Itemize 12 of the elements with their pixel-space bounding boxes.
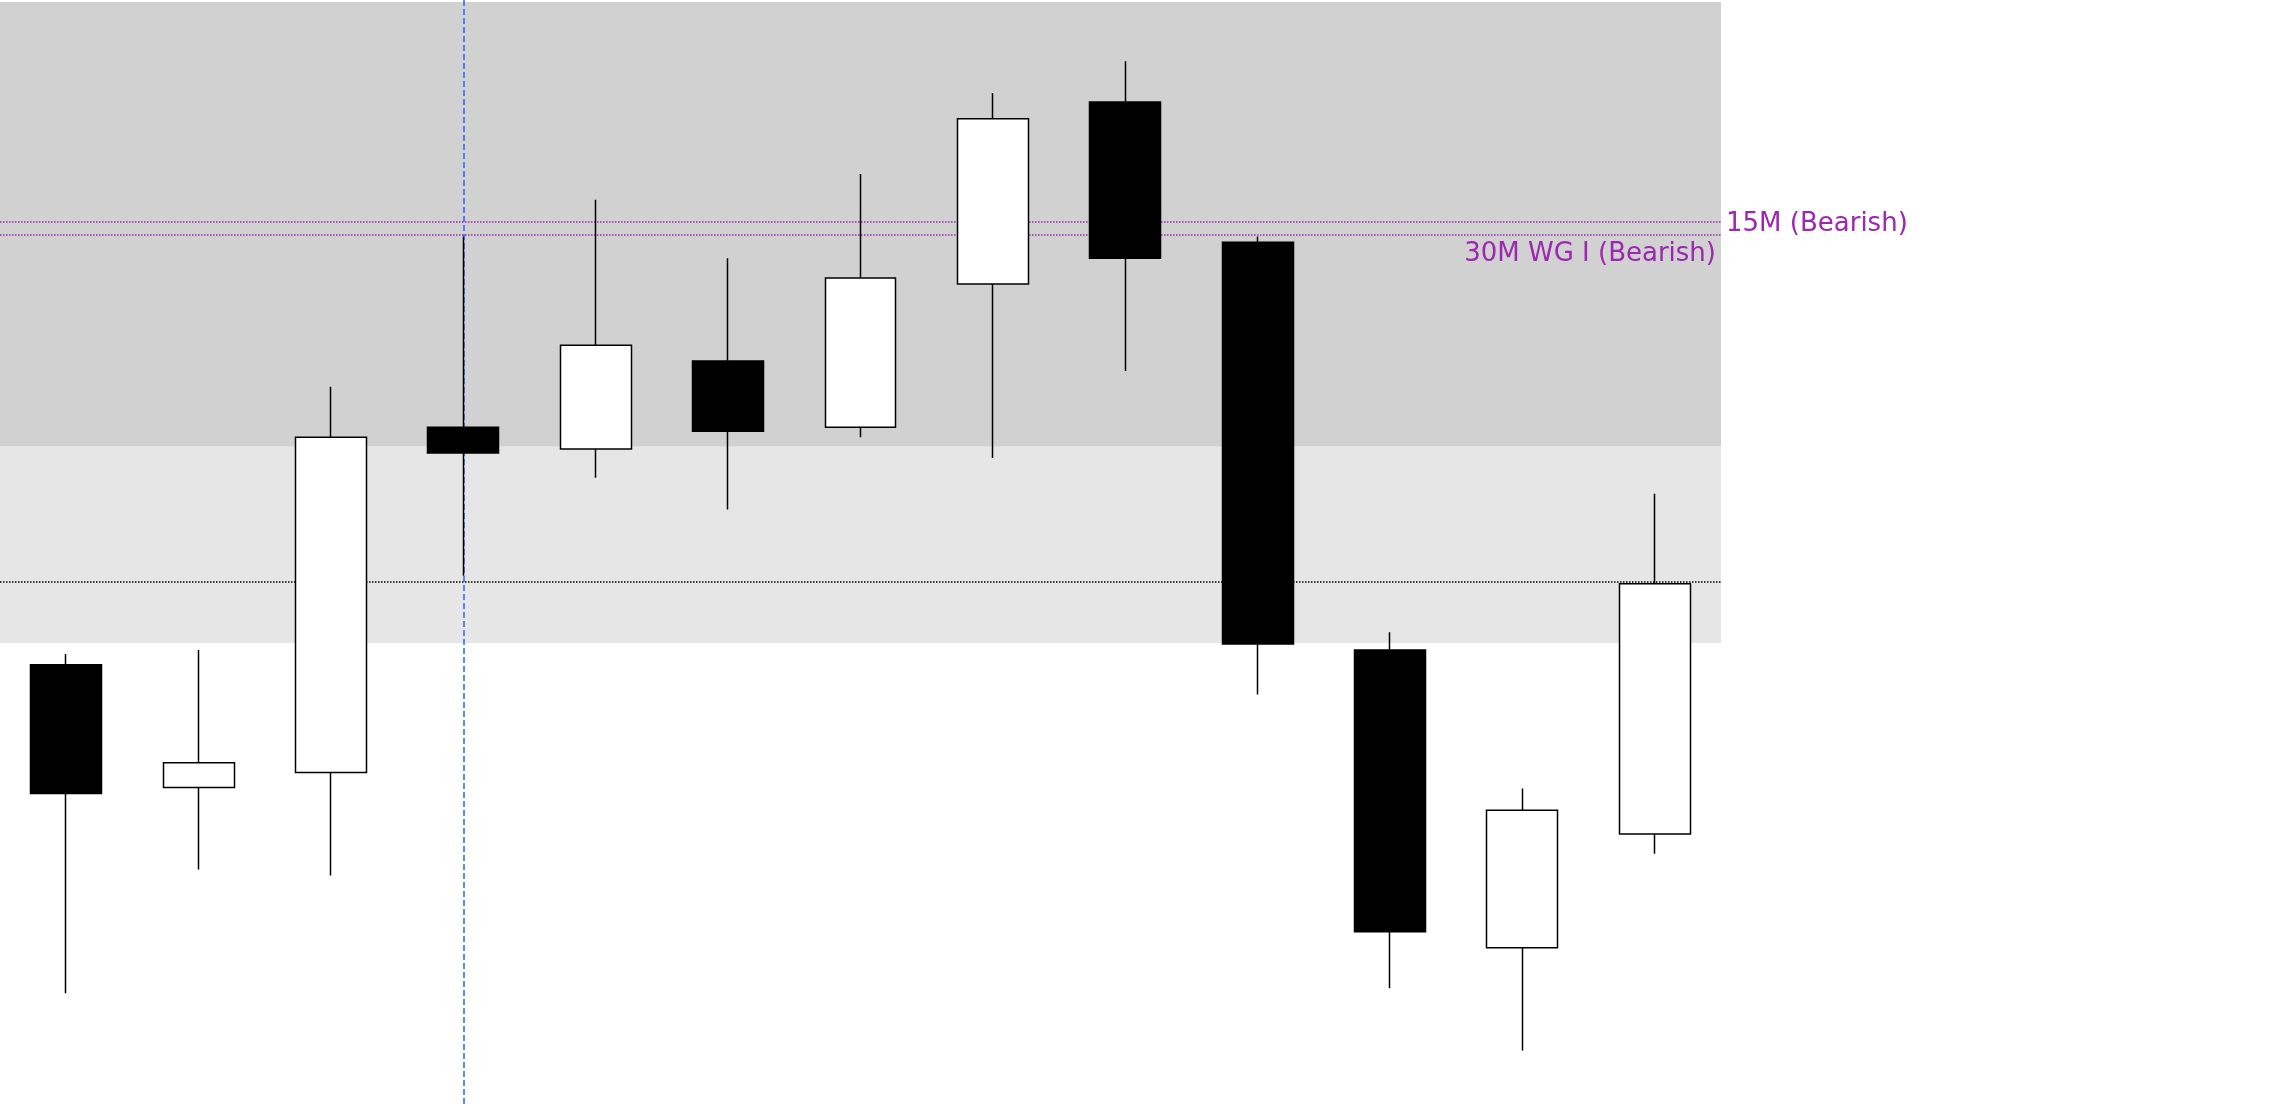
candlestick <box>824 173 897 438</box>
candlestick <box>956 92 1030 459</box>
candlestick <box>29 653 103 994</box>
ref-line-label: 15M (Bearish) <box>1726 206 1908 237</box>
candlestick <box>1485 787 1559 1052</box>
candlestick <box>1353 631 1427 990</box>
candlestick <box>559 199 633 479</box>
ref-line-label: 30M WG I (Bearish) <box>1464 237 1716 268</box>
candlestick <box>1088 60 1162 372</box>
candlestick <box>162 649 236 871</box>
candlestick <box>426 235 500 577</box>
candlestick <box>691 257 765 511</box>
